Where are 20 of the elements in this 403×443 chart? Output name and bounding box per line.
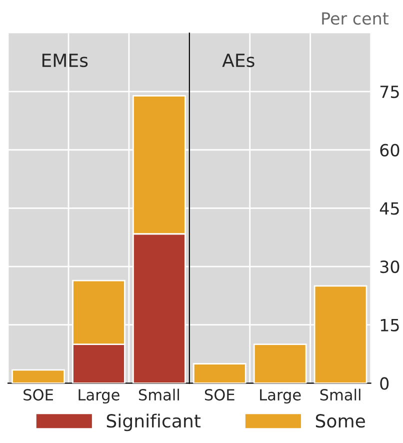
x-tick-label: Small (138, 388, 179, 401)
x-tick-label: SOE (24, 389, 53, 401)
x-tick-label: Small (320, 388, 360, 401)
x-tick-label: Large (78, 389, 120, 404)
legend-label: Significant (106, 414, 201, 432)
y-axis-title: Per cent (322, 12, 388, 25)
y-tick-label: 15 (380, 319, 399, 332)
text: EMEs (42, 54, 88, 68)
legend-label: Some (316, 414, 365, 428)
x-tick-label: SOE (204, 389, 234, 401)
text: AEs (222, 54, 254, 68)
y-tick-label: 30 (380, 260, 400, 274)
bar (12, 369, 65, 384)
y-tick-label: 0 (380, 377, 389, 390)
bar (192, 363, 246, 384)
y-tick-label: 60 (380, 144, 400, 156)
y-tick-label: 45 (380, 202, 399, 215)
bar (253, 344, 307, 384)
x-tick-label: Large (260, 389, 301, 404)
y-tick-label: 75 (380, 86, 399, 98)
